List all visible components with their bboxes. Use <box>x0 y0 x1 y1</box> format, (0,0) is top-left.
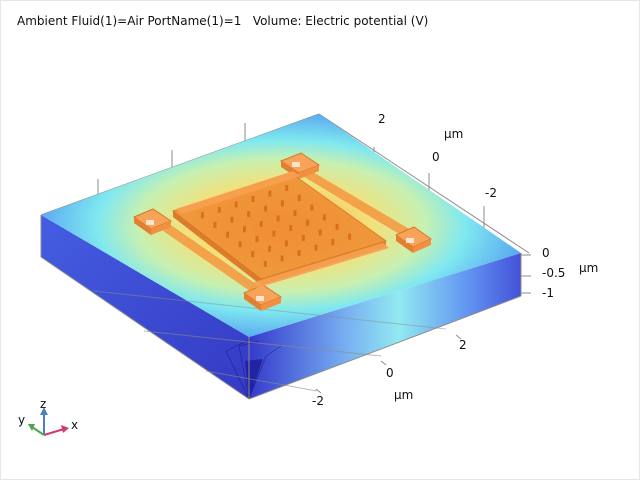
anchor-pad-right <box>394 226 433 253</box>
x-axis-unit: μm <box>444 127 463 141</box>
etch-hole <box>226 231 230 238</box>
x-tick-label: -2 <box>485 186 497 200</box>
etch-hole <box>297 194 301 201</box>
etch-hole <box>213 222 217 228</box>
etch-hole <box>200 212 204 219</box>
axis-ticks: 2 0 -2 μm 0 -0.5 -1 μm 2 0 -2 μm <box>312 112 598 408</box>
y-axis-unit: μm <box>394 388 413 402</box>
x-tick-label: 2 <box>378 112 386 126</box>
etch-hole <box>335 224 339 230</box>
etch-hole <box>318 229 322 236</box>
etch-hole <box>276 215 280 222</box>
front-gridlines <box>40 215 522 400</box>
triad-z-label: z <box>40 397 46 411</box>
x-tick-label: 0 <box>432 150 440 164</box>
y-tick-label: -2 <box>312 394 324 408</box>
etch-hole <box>322 214 326 221</box>
triad-y-axis <box>31 426 45 436</box>
front-face <box>249 253 521 399</box>
anchor-pad-top <box>279 152 321 179</box>
anchor-pad-left <box>132 208 173 235</box>
etch-hole <box>331 239 335 246</box>
etch-hole <box>268 245 272 252</box>
etch-hole <box>348 233 352 240</box>
etch-hole <box>280 200 284 207</box>
device-structure[interactable] <box>132 152 433 311</box>
left-face <box>41 215 249 399</box>
y-tick-label: 2 <box>459 338 467 352</box>
etch-hole <box>264 205 268 212</box>
etch-hole <box>289 225 293 232</box>
z-tick-label: -1 <box>542 286 554 300</box>
etch-holes <box>200 185 352 267</box>
z-tick-label: 0 <box>542 246 550 260</box>
beam-left <box>146 214 266 296</box>
etch-hole <box>230 216 234 223</box>
etch-hole <box>268 190 272 197</box>
etch-hole <box>310 204 314 211</box>
z-tick-label: -0.5 <box>542 266 565 280</box>
triad-x-axis <box>43 428 65 436</box>
etch-hole <box>234 201 238 208</box>
triad-y-label: y <box>18 413 25 427</box>
orientation-triad: z x y <box>18 397 78 436</box>
etch-hole <box>297 250 301 256</box>
z-axis-unit: μm <box>579 261 598 275</box>
plot-title: Ambient Fluid(1)=Air PortName(1)=1 Volum… <box>17 14 429 28</box>
etch-hole <box>293 210 297 216</box>
etch-hole <box>259 220 263 227</box>
etch-hole <box>301 234 305 241</box>
etch-hole <box>242 226 246 233</box>
etch-hole <box>255 236 259 242</box>
etch-hole <box>314 244 318 251</box>
etch-hole <box>284 240 288 247</box>
triad-x-label: x <box>71 418 78 432</box>
etch-hole <box>251 196 255 202</box>
etch-hole <box>285 185 289 192</box>
etch-hole <box>263 260 267 267</box>
etch-hole <box>217 206 221 213</box>
etch-hole <box>306 219 310 226</box>
etch-hole <box>238 241 242 248</box>
etch-hole <box>247 211 251 218</box>
y-tick-label: 0 <box>386 366 394 380</box>
etch-hole <box>280 255 284 262</box>
etch-hole <box>251 251 255 258</box>
etch-hole <box>272 230 276 237</box>
beam-top <box>291 165 416 238</box>
